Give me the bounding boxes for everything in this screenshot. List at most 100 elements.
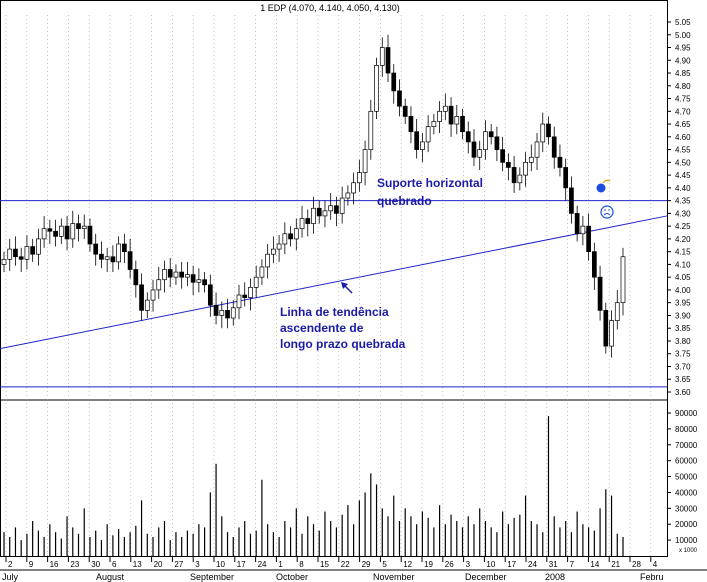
candle-body [465, 131, 471, 143]
candle-body [116, 243, 121, 263]
candle-body [110, 256, 116, 263]
date-tick-label: 27 [174, 560, 183, 569]
candle-body [242, 294, 248, 298]
candle-body [259, 266, 265, 278]
candle-body [557, 156, 563, 168]
candle-body [471, 141, 477, 158]
trend-annotation-line-1: Linha de tendência [280, 305, 389, 319]
volume-tick-label: 10000 [675, 536, 698, 545]
candle-body [414, 131, 420, 150]
price-tick-label: 4.25 [675, 222, 691, 231]
support-annotation-line-1: Suporte horizontal [377, 176, 483, 190]
volume-unit-label: x 1000 [679, 548, 698, 554]
price-tick-label: 3.70 [675, 362, 691, 371]
candle-body [167, 269, 173, 278]
price-tick-label: 3.80 [675, 337, 691, 346]
date-tick-label: 10 [216, 560, 225, 569]
candle-body [460, 116, 465, 133]
price-axis-ticks: 5.05 5.00 4.95 4.90 4.85 4.80 4.75 4.70 4.65 4.60… [667, 18, 691, 397]
candle-body [379, 47, 385, 66]
month-label: September [190, 572, 234, 582]
date-tick-label: 16 [50, 560, 59, 569]
price-tick-label: 4.40 [675, 184, 691, 193]
candle-body [477, 149, 483, 158]
candle-body [322, 210, 328, 217]
candle-body [586, 225, 591, 253]
candle-body [7, 248, 13, 260]
candle-body [225, 309, 230, 319]
price-tick-label: 4.95 [675, 44, 691, 53]
volume-tick-label: 30000 [675, 504, 698, 513]
month-axis-labels: July August September October November Decemb… [2, 572, 664, 582]
volume-axis-ticks: 90000 80000 70000 60000 50000 40000 30000 20000… [667, 409, 698, 545]
candle-body [219, 309, 225, 316]
sad-face-icon [600, 205, 614, 219]
date-tick-label: 22 [341, 560, 350, 569]
long-term-trend-line [0, 215, 668, 350]
candle-body [448, 105, 454, 125]
candle-body [122, 243, 127, 253]
date-tick-label: 9 [29, 560, 34, 569]
candle-body [104, 256, 110, 260]
chart-grid [5, 15, 652, 556]
trend-annotation-line-2: ascendente de [280, 321, 364, 335]
candle-body [391, 72, 397, 92]
date-tick-label: 8 [299, 560, 304, 569]
candle-body [13, 248, 18, 258]
price-tick-label: 4.05 [675, 273, 691, 282]
price-tick-label: 4.20 [675, 235, 691, 244]
month-label: 2008 [545, 572, 565, 582]
date-tick-label: 10 [486, 560, 495, 569]
date-tick-label: 21 [611, 560, 620, 569]
date-tick-label: 12 [403, 560, 412, 569]
date-tick-label: 1 [278, 560, 283, 569]
candle-body [293, 228, 299, 240]
candle-body [265, 253, 270, 268]
candle-body [133, 269, 139, 286]
candle-body [609, 320, 614, 347]
candle-body [402, 105, 408, 117]
date-tick-label: 28 [632, 560, 641, 569]
candle-body [351, 182, 356, 194]
candle-body [99, 253, 104, 260]
candle-body [397, 90, 402, 107]
volume-tick-label: 50000 [675, 473, 698, 482]
support-and-trend-lines [0, 200, 668, 388]
candle-body [523, 161, 528, 176]
candle-body [162, 269, 167, 281]
price-tick-label: 3.85 [675, 324, 691, 333]
price-tick-label: 3.65 [675, 375, 691, 384]
candle-body [139, 284, 144, 311]
price-tick-label: 3.60 [675, 388, 691, 397]
month-label: November [373, 572, 415, 582]
month-label: December [465, 572, 507, 582]
candle-body [282, 233, 288, 245]
candle-body [597, 276, 603, 311]
arrow-icon [341, 282, 353, 294]
candle-body [93, 243, 99, 255]
month-label: July [2, 572, 19, 582]
date-tick-label: 3 [195, 560, 200, 569]
date-tick-label: 29 [362, 560, 371, 569]
price-tick-label: 4.10 [675, 260, 691, 269]
price-tick-label: 4.00 [675, 286, 691, 295]
candle-body [150, 289, 156, 301]
volume-tick-label: 20000 [675, 520, 698, 529]
candle-body [127, 251, 133, 270]
candle-body [299, 218, 305, 230]
date-axis-ticks: 2 9 16 23 30 6 13 20 27 3 10 17 24 1 8 15 22 29 5 12 19 26 3 10… [5, 556, 658, 569]
candle-body [311, 207, 316, 224]
candle-body [230, 307, 236, 319]
price-tick-label: 4.30 [675, 209, 691, 218]
volume-tick-label: 60000 [675, 457, 698, 466]
candle-body [500, 149, 505, 163]
candle-body [58, 225, 64, 237]
candle-body [213, 304, 219, 316]
support-annotation: Suporte horizontal quebrado [377, 176, 486, 208]
candle-body [563, 167, 569, 189]
bomb-icon [596, 179, 611, 193]
date-tick-label: 24 [528, 560, 537, 569]
candle-body [196, 279, 202, 283]
date-tick-label: 5 [382, 560, 387, 569]
